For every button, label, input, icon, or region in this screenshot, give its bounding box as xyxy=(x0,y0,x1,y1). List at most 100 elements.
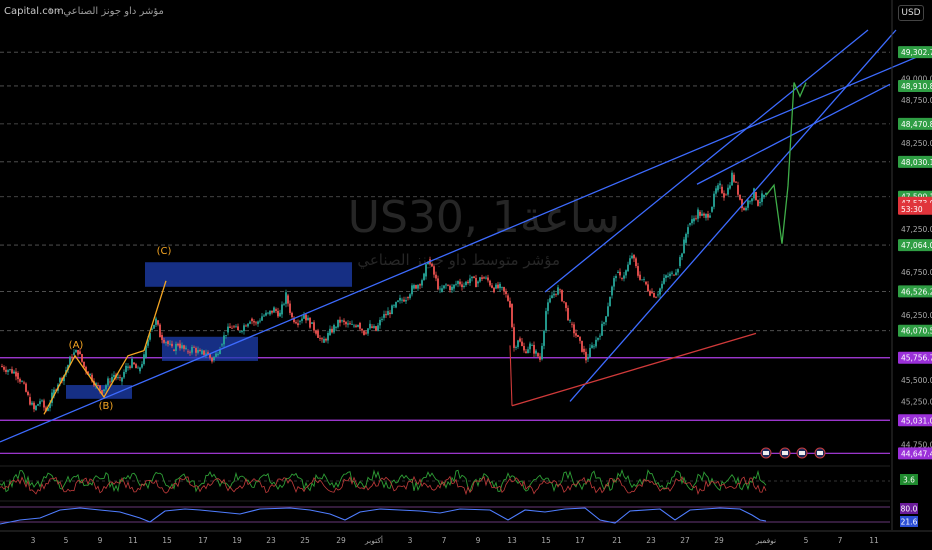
time-axis[interactable]: 3 5 9 11 15 17 19 23 25 29 أكتوبر 3 7 9 13 15 17 21 23 27 29… xyxy=(0,530,932,545)
candle-body xyxy=(183,345,185,349)
price-tick: 48,750.0 xyxy=(901,96,932,105)
candle-body xyxy=(581,340,583,352)
time-tick: 23 xyxy=(266,536,276,545)
candle-body xyxy=(547,302,549,311)
candle-body xyxy=(609,296,611,307)
price-tag xyxy=(898,79,932,92)
candle-body xyxy=(243,325,245,332)
candle-body xyxy=(215,353,217,357)
candle-body xyxy=(407,297,409,299)
candle-body xyxy=(15,371,17,377)
time-tick: 3 xyxy=(408,536,413,545)
price-tag-label: 49,302.7 xyxy=(901,48,932,57)
candle-body xyxy=(375,326,377,331)
candle-body xyxy=(37,404,39,406)
candle-body xyxy=(325,338,327,341)
candle-body xyxy=(363,330,365,335)
time-tick: 7 xyxy=(838,536,843,545)
candle-body xyxy=(527,349,529,354)
candle-body xyxy=(269,310,271,315)
candle-body xyxy=(355,325,357,327)
candle-body xyxy=(641,279,643,281)
candle-body xyxy=(421,280,423,286)
oscillator-panel xyxy=(0,500,890,525)
candle-body xyxy=(573,324,575,334)
candle-body xyxy=(439,288,441,290)
candle-body xyxy=(651,291,653,293)
price-tag-label: 47,064.0 xyxy=(901,241,932,250)
red-trend-line xyxy=(509,345,513,406)
candle-body xyxy=(367,328,369,334)
candle-body xyxy=(341,320,343,322)
candle-body xyxy=(227,326,229,333)
candle-body xyxy=(739,194,741,200)
candle-body xyxy=(403,299,405,302)
candle-body xyxy=(633,254,635,259)
candle-body xyxy=(171,343,173,347)
price-axis[interactable]: 49,302.7 49,000.048,910.8 48,750.0 48,470.8… xyxy=(891,0,932,530)
candle-body xyxy=(533,345,535,354)
candle-body xyxy=(5,369,7,372)
time-tick: 17 xyxy=(575,536,585,545)
watermark-title: US30, 1ساعة xyxy=(348,192,620,243)
candle-body xyxy=(413,285,415,289)
candle-body xyxy=(345,321,347,325)
candle-body xyxy=(13,371,15,374)
candle-body xyxy=(393,305,395,307)
event-markers[interactable] xyxy=(760,447,826,459)
time-tick: 15 xyxy=(162,536,172,545)
candle-body xyxy=(333,324,335,333)
candle-body xyxy=(489,280,491,286)
candle-body xyxy=(289,303,291,313)
candle-body xyxy=(31,402,33,405)
candle-body xyxy=(477,281,479,284)
event-flag-icon xyxy=(782,451,788,455)
candle-body xyxy=(723,193,725,198)
projection-path xyxy=(765,82,807,244)
candle-body xyxy=(569,320,571,321)
candle-body xyxy=(295,322,297,324)
candle-body xyxy=(161,335,163,340)
candle-body xyxy=(301,318,303,321)
candle-body xyxy=(481,277,483,279)
watermark: US30, 1ساعة مؤشر متوسط داو جونز الصناعي xyxy=(348,192,620,270)
price-tag xyxy=(898,46,932,59)
candle-body xyxy=(327,333,329,341)
candle-body xyxy=(257,321,259,324)
candle-body xyxy=(715,188,717,194)
candle-body xyxy=(157,320,159,325)
candle-body xyxy=(205,353,207,355)
rsi-line xyxy=(0,468,767,493)
currency-button[interactable]: USD xyxy=(898,5,924,21)
event-flag-icon xyxy=(817,451,823,455)
candle-body xyxy=(561,290,563,302)
candle-body xyxy=(89,373,91,375)
candle-body xyxy=(365,332,367,334)
candle-body xyxy=(133,362,135,365)
price-tag xyxy=(898,414,932,427)
candle-body xyxy=(307,317,309,321)
candle-body xyxy=(377,325,379,331)
candle-body xyxy=(619,271,621,276)
candle-body xyxy=(577,335,579,337)
candle-body xyxy=(605,316,607,323)
wave-label: (C) xyxy=(157,246,172,257)
candle-body xyxy=(719,183,721,186)
candle-body xyxy=(607,306,609,317)
candle-body xyxy=(399,297,401,301)
candle-body xyxy=(707,213,709,218)
event-flag-icon xyxy=(763,451,769,455)
price-tick: 45,500.0 xyxy=(901,376,932,385)
candle-body xyxy=(305,314,307,321)
candle-body xyxy=(541,345,543,360)
candle-body xyxy=(213,356,215,361)
candle-body xyxy=(621,278,623,279)
candle-body xyxy=(695,218,697,220)
candle-body xyxy=(575,333,577,336)
candle-body xyxy=(397,300,399,302)
trend-line xyxy=(544,29,869,293)
candle-body xyxy=(613,278,615,287)
candle-body xyxy=(55,389,57,391)
candle-body xyxy=(587,357,589,360)
